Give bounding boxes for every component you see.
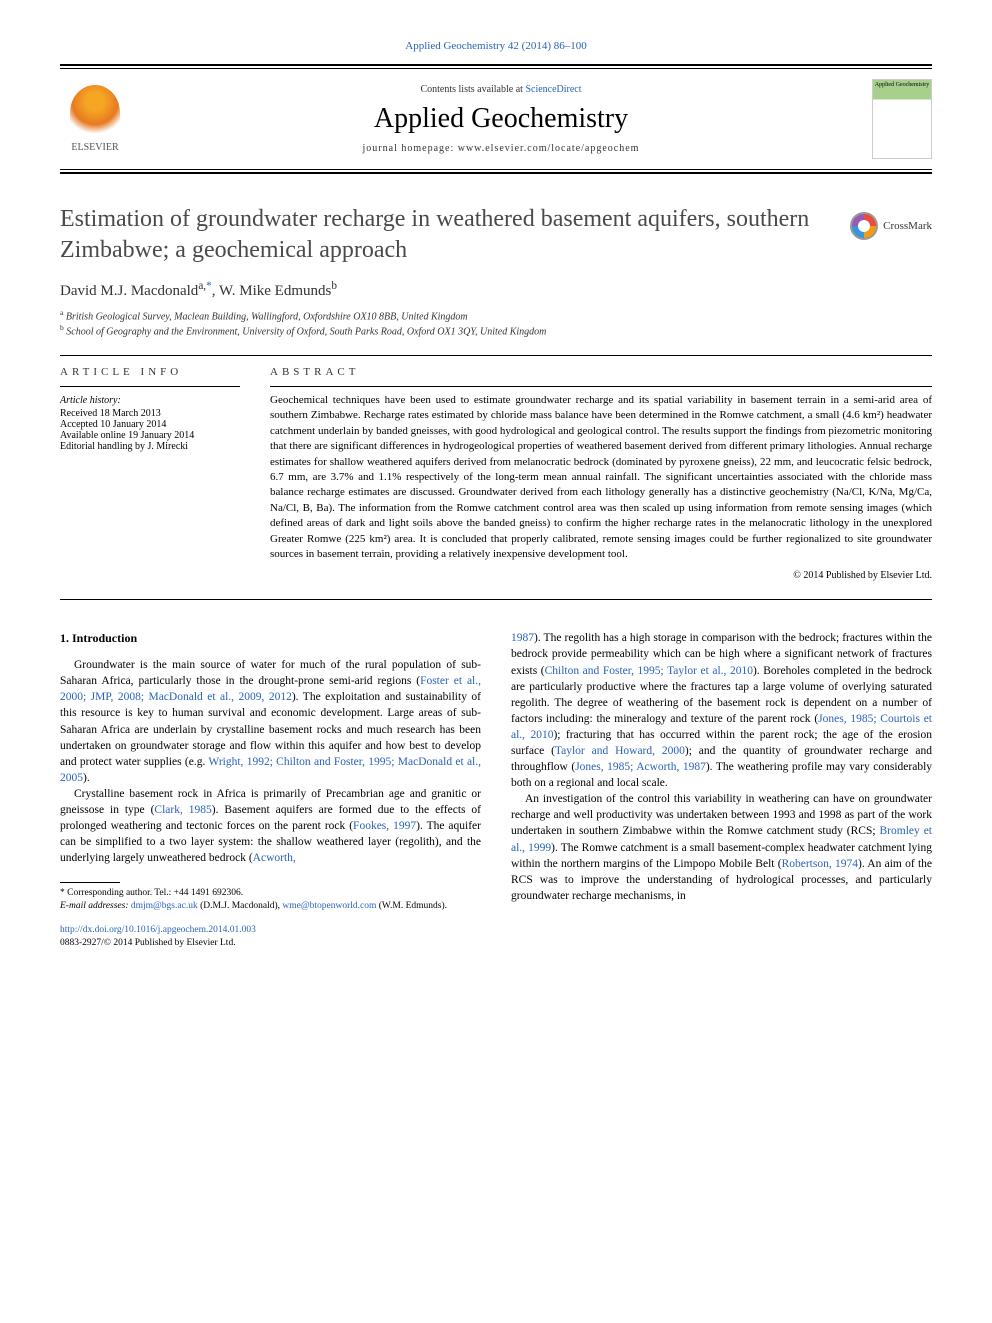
abstract-block: ABSTRACT Geochemical techniques have bee…	[270, 366, 932, 581]
contents-line: Contents lists available at ScienceDirec…	[130, 84, 872, 95]
citation-link[interactable]: 1987	[511, 632, 534, 644]
online-date: Available online 19 January 2014	[60, 430, 240, 441]
received-date: Received 18 March 2013	[60, 408, 240, 419]
footnote-divider	[60, 882, 120, 883]
issn-line: 0883-2927/© 2014 Published by Elsevier L…	[60, 938, 236, 948]
corresponding-author-footnote: * Corresponding author. Tel.: +44 1491 6…	[60, 887, 481, 899]
abstract-header: ABSTRACT	[270, 366, 932, 378]
article-info-block: ARTICLE INFO Article history: Received 1…	[60, 366, 240, 581]
author-2-name: W. Mike Edmunds	[219, 283, 331, 299]
journal-reference: Applied Geochemistry 42 (2014) 86–100	[60, 40, 932, 52]
author-1-affil-sup: a,	[198, 280, 206, 292]
citation-link[interactable]: Chilton and Foster, 1995; Taylor et al.,…	[545, 665, 753, 677]
intro-p1: Groundwater is the main source of water …	[60, 657, 481, 786]
citation-link[interactable]: Robertson, 1974	[782, 858, 858, 870]
abstract-text: Geochemical techniques have been used to…	[270, 393, 932, 562]
citation-link[interactable]: Taylor and Howard, 2000	[555, 745, 685, 757]
elsevier-tree-icon	[70, 85, 120, 140]
journal-homepage: journal homepage: www.elsevier.com/locat…	[130, 143, 872, 154]
journal-cover-thumbnail: Applied Geochemistry	[872, 79, 932, 159]
article-title: Estimation of groundwater recharge in we…	[60, 204, 830, 266]
intro-p2-continued: 1987). The regolith has a high storage i…	[511, 630, 932, 791]
article-history-label: Article history:	[60, 395, 240, 406]
author-sep: ,	[212, 283, 219, 299]
editor-line: Editorial handling by J. Mirecki	[60, 441, 240, 452]
doi-link[interactable]: http://dx.doi.org/10.1016/j.apgeochem.20…	[60, 925, 256, 935]
journal-title: Applied Geochemistry	[130, 103, 872, 135]
author-list: David M.J. Macdonalda,*, W. Mike Edmunds…	[60, 280, 932, 300]
affiliation-a: British Geological Survey, Maclean Build…	[66, 312, 468, 323]
author-2-affil-sup: b	[331, 280, 337, 292]
section-1-heading: 1. Introduction	[60, 630, 481, 647]
email-1-name: (D.M.J. Macdonald),	[200, 901, 280, 911]
email-2-name: (W.M. Edmunds).	[379, 901, 447, 911]
column-right: 1987). The regolith has a high storage i…	[511, 630, 932, 950]
citation-link[interactable]: Acworth,	[253, 852, 296, 864]
citation-link[interactable]: Clark, 1985	[154, 804, 211, 816]
author-1-name: David M.J. Macdonald	[60, 283, 198, 299]
email-1-link[interactable]: dmjm@bgs.ac.uk	[131, 901, 198, 911]
email-label: E-mail addresses:	[60, 901, 129, 911]
elsevier-name: ELSEVIER	[71, 142, 118, 153]
contents-prefix: Contents lists available at	[420, 84, 525, 95]
article-info-header: ARTICLE INFO	[60, 366, 240, 378]
affiliations-block: a British Geological Survey, Maclean Bui…	[60, 308, 932, 337]
column-left: 1. Introduction Groundwater is the main …	[60, 630, 481, 950]
accepted-date: Accepted 10 January 2014	[60, 419, 240, 430]
intro-p2: Crystalline basement rock in Africa is p…	[60, 786, 481, 866]
body-columns: 1. Introduction Groundwater is the main …	[60, 630, 932, 950]
affiliation-b: School of Geography and the Environment,…	[66, 326, 546, 337]
abstract-divider	[270, 386, 932, 387]
email-footnote: E-mail addresses: dmjm@bgs.ac.uk (D.M.J.…	[60, 900, 481, 912]
sciencedirect-link[interactable]: ScienceDirect	[525, 84, 581, 95]
abstract-copyright: © 2014 Published by Elsevier Ltd.	[270, 570, 932, 581]
divider	[60, 599, 932, 600]
divider	[60, 355, 932, 356]
elsevier-logo: ELSEVIER	[60, 79, 130, 159]
citation-link[interactable]: Fookes, 1997	[353, 820, 416, 832]
info-divider	[60, 386, 240, 387]
crossmark-badge[interactable]: CrossMark	[850, 212, 932, 240]
email-2-link[interactable]: wme@btopenworld.com	[282, 901, 376, 911]
intro-p3: An investigation of the control this var…	[511, 791, 932, 904]
journal-header-box: ELSEVIER Contents lists available at Sci…	[60, 64, 932, 174]
crossmark-label: CrossMark	[883, 220, 932, 232]
crossmark-icon	[850, 212, 878, 240]
footer-meta: http://dx.doi.org/10.1016/j.apgeochem.20…	[60, 924, 481, 951]
citation-link[interactable]: Jones, 1985; Acworth, 1987	[575, 761, 706, 773]
